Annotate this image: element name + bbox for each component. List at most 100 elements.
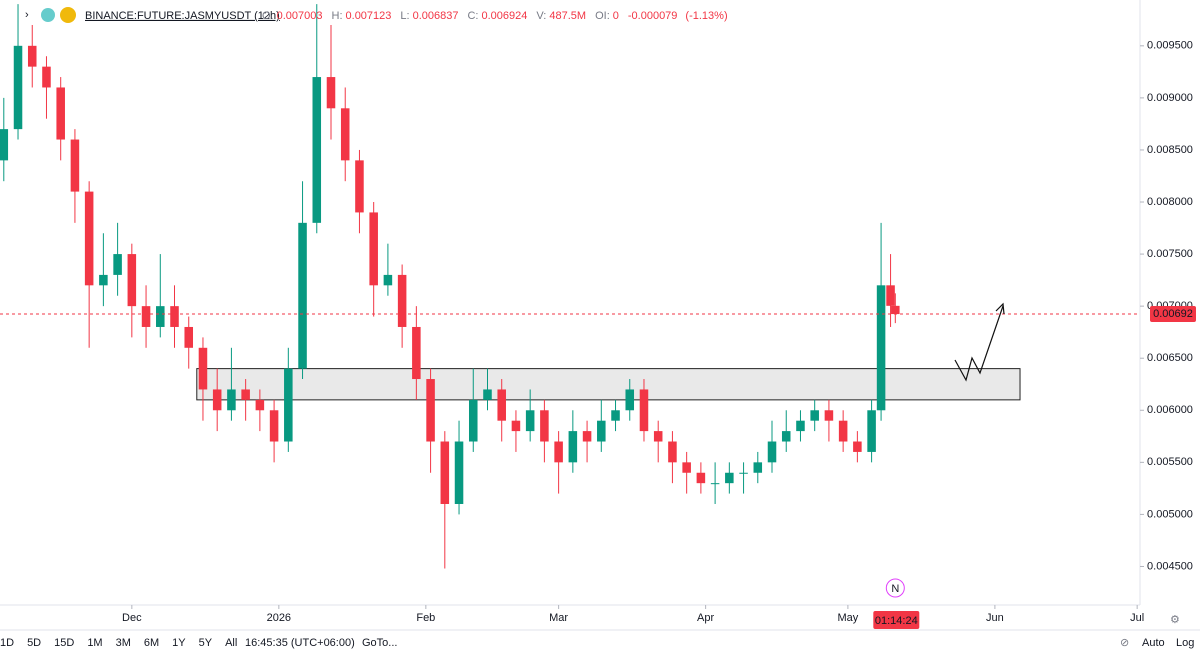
candle-body [483,389,492,400]
support-zone [196,368,1021,401]
candle-body [468,399,478,442]
symbol-title[interactable]: BINANCE:FUTURE:JASMYUSDT (12h) [85,10,280,22]
arrow-head [995,302,1005,315]
candle-body [426,379,435,442]
timeframe-button[interactable]: 6M [144,637,159,649]
candle-body [340,108,350,161]
candle-body [170,306,179,327]
candle-body [525,410,535,432]
header-value: 0.006837 [413,10,459,22]
candle-body [710,483,720,485]
timeframe-button[interactable]: 1Y [172,637,186,649]
event-marker-label: N [891,583,899,595]
candle-body [412,326,421,380]
candle-body [156,306,165,327]
header-label: C: [467,10,478,22]
candle-body [113,254,122,275]
candle-body [891,305,900,315]
goto-button[interactable]: GoTo... [362,637,397,649]
timeframe-button[interactable]: 5D [27,637,41,649]
y-tick-label: 0.007500 [1147,248,1193,260]
candle-body [582,431,592,442]
y-tick-label: 0.008000 [1147,196,1193,208]
collapse-icon[interactable]: › [25,9,29,21]
y-tick-label: 0.005500 [1147,456,1193,468]
header-label: O: [262,10,274,22]
projection-arrow [954,305,1004,382]
x-tick-label: Dec [122,612,142,624]
candle-body [625,389,635,411]
candle-body [241,389,250,400]
timeframe-button[interactable]: 5Y [199,637,213,649]
header-value: 487.5M [549,10,586,22]
y-tick-label: 0.005000 [1147,508,1193,520]
candle-body [212,389,222,411]
candle-body [255,399,265,411]
header-change-pct: (-1.13%) [685,10,727,22]
candle-body [141,306,151,327]
candle-body [725,472,734,484]
settings-icon[interactable]: ⚙ [1170,614,1180,626]
header-label: OI: [595,10,610,22]
header-value: 0.007003 [277,10,323,22]
header-value: 0.006924 [481,10,527,22]
timeframe-button[interactable]: 1D [0,637,14,649]
candle-body [312,77,322,223]
plot-area [0,4,1140,569]
candle-body [326,77,336,109]
candle-body [653,431,663,442]
timeframe-button[interactable]: 1M [87,637,102,649]
timeframe-button[interactable]: 3M [116,637,131,649]
candle-body [554,441,563,463]
x-tick-label: Mar [549,612,568,624]
candle-body [56,87,65,140]
y-tick-label: 0.008500 [1147,144,1193,156]
candle-body [824,410,834,421]
candle-body [198,347,208,390]
candle-body [540,410,549,442]
candle-body [696,472,706,484]
x-tick-label: 2026 [267,612,291,624]
y-tick-label: 0.006000 [1147,404,1193,416]
legend-header: O: 0.007003 H: 0.007123 L: 0.006837 C: 0.006924… [262,10,728,22]
x-tick-label: Jul [1130,612,1144,624]
y-tick-label: 0.006500 [1147,352,1193,364]
scale-button[interactable]: Log [1176,637,1194,649]
compare-icon[interactable]: ⊘ [1120,637,1129,649]
timeframe-button[interactable]: All [225,637,237,649]
symbol-icon [41,8,55,22]
candle-body [838,420,848,442]
candle-body [284,368,293,442]
scale-button[interactable]: Auto [1142,637,1165,649]
header-label: V: [536,10,546,22]
header-value: 0 [613,10,619,22]
candle-body [810,410,819,421]
timeframe-button[interactable]: 15D [54,637,74,649]
candle-body [867,410,876,452]
candle-body [682,462,691,473]
candle-body [853,441,862,452]
clock: 16:45:35 (UTC+06:00) [245,637,355,649]
candle-body [639,389,649,432]
y-tick-label: 0.004500 [1147,560,1193,572]
header-change: -0.000079 [628,10,678,22]
candle-body [753,462,763,473]
countdown-box [873,611,920,629]
candle-body [298,222,307,369]
candle-body [227,389,236,411]
y-tick-label: 0.009000 [1147,92,1193,104]
candle-body [369,212,378,286]
candle-body [739,472,748,474]
candle-body [886,285,895,306]
candle-body [13,45,23,130]
candle-body [668,441,677,463]
candle-body [127,254,137,307]
event-marker[interactable] [885,578,905,598]
candle-body [99,274,108,286]
toolbar: 1D 5D 15D 1M 3M 6M 1Y 5Y All 16:45:35 (UTC+06:00)… [0,637,1194,649]
candle-body [42,66,51,88]
candle-body [27,45,37,67]
candle-body [796,420,805,432]
